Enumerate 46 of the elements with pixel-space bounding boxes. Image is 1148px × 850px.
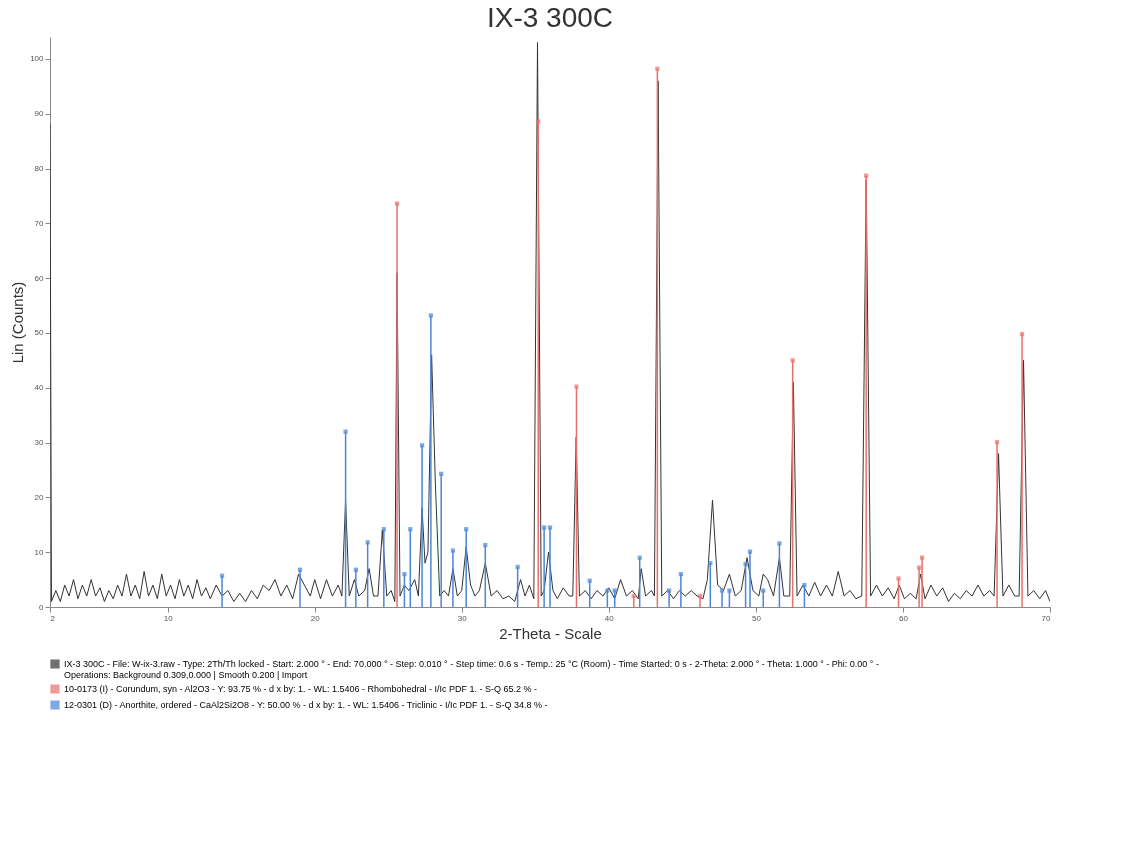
point <box>917 565 922 570</box>
x-axis-title: 2-Theta - Scale <box>499 624 602 642</box>
x-tick-label: 60 <box>898 613 909 623</box>
y-tick-label: 70 <box>34 218 45 228</box>
line-series <box>50 41 1050 603</box>
x-tick-label: 20 <box>310 613 321 623</box>
legend-label: IX-3 300C - File: W-ix-3.raw - Type: 2Th/Th locked - Start: 2.000 ° - End: 70.000 ° - Step: 0.010 ° - Step time: 0.6 s - Temp.: 25 °C (Room) - Time Started: 0 s - 2-Theta: 2.000 ° - Theta: 1.000 ° - Phi: 0.00 ° - Operations: Background 0.309,0.000 | Smooth 0.200 | Import <box>64 659 879 680</box>
point <box>612 588 617 593</box>
y-tick-label: 40 <box>34 383 45 393</box>
legend-label: 12-0301 (D) - Anorthite, ordered - CaAl2Si2O8 - Y: 50.00 % - d x by: 1. - WL: 1.5406 - Triclinic - I/Ic PDF 1. - S-Q 34.8 % - <box>64 700 548 710</box>
point <box>428 313 433 318</box>
y-tick-label: 10 <box>34 547 45 557</box>
point <box>727 588 732 593</box>
point <box>547 525 553 530</box>
y-tick-label: 50 <box>34 328 45 338</box>
point <box>777 541 782 546</box>
point <box>536 119 541 124</box>
point <box>450 548 456 553</box>
point <box>896 576 901 581</box>
x-tick-label: 2 <box>50 613 56 623</box>
y-tick-label: 0 <box>39 602 45 612</box>
y-tick-label: 90 <box>34 109 45 119</box>
y-axis-title: Lin (Counts) <box>9 281 27 364</box>
y-tick-label: 30 <box>34 438 45 448</box>
point <box>761 588 766 593</box>
point <box>719 588 725 593</box>
chart-title: IX-3 300C <box>486 2 614 33</box>
point <box>402 571 407 577</box>
legend-label: 10-0173 (I) - Corundum, syn - Al2O3 - Y: 93.75 % - d x by: 1. - WL: 1.5406 - Rhombohedral - I/Ic PDF 1. - S-Q 65.2 % - <box>64 684 538 694</box>
point <box>542 525 547 530</box>
point <box>574 384 579 389</box>
x-tick-label: 10 <box>163 613 174 623</box>
y-tick-label: 100 <box>30 54 45 64</box>
y-tick-label: 60 <box>34 273 45 283</box>
point <box>605 588 610 593</box>
point <box>743 562 748 567</box>
y-tick-label: 20 <box>34 492 45 502</box>
point <box>802 582 807 588</box>
point <box>343 429 348 434</box>
x-tick-label: 30 <box>457 613 468 623</box>
point <box>667 588 672 593</box>
point <box>394 201 400 206</box>
y-tick-label: 80 <box>34 164 45 174</box>
x-tick-label: 50 <box>751 613 762 623</box>
x-tick-label: 40 <box>604 613 615 623</box>
x-tick-label: 70 <box>1041 613 1052 623</box>
